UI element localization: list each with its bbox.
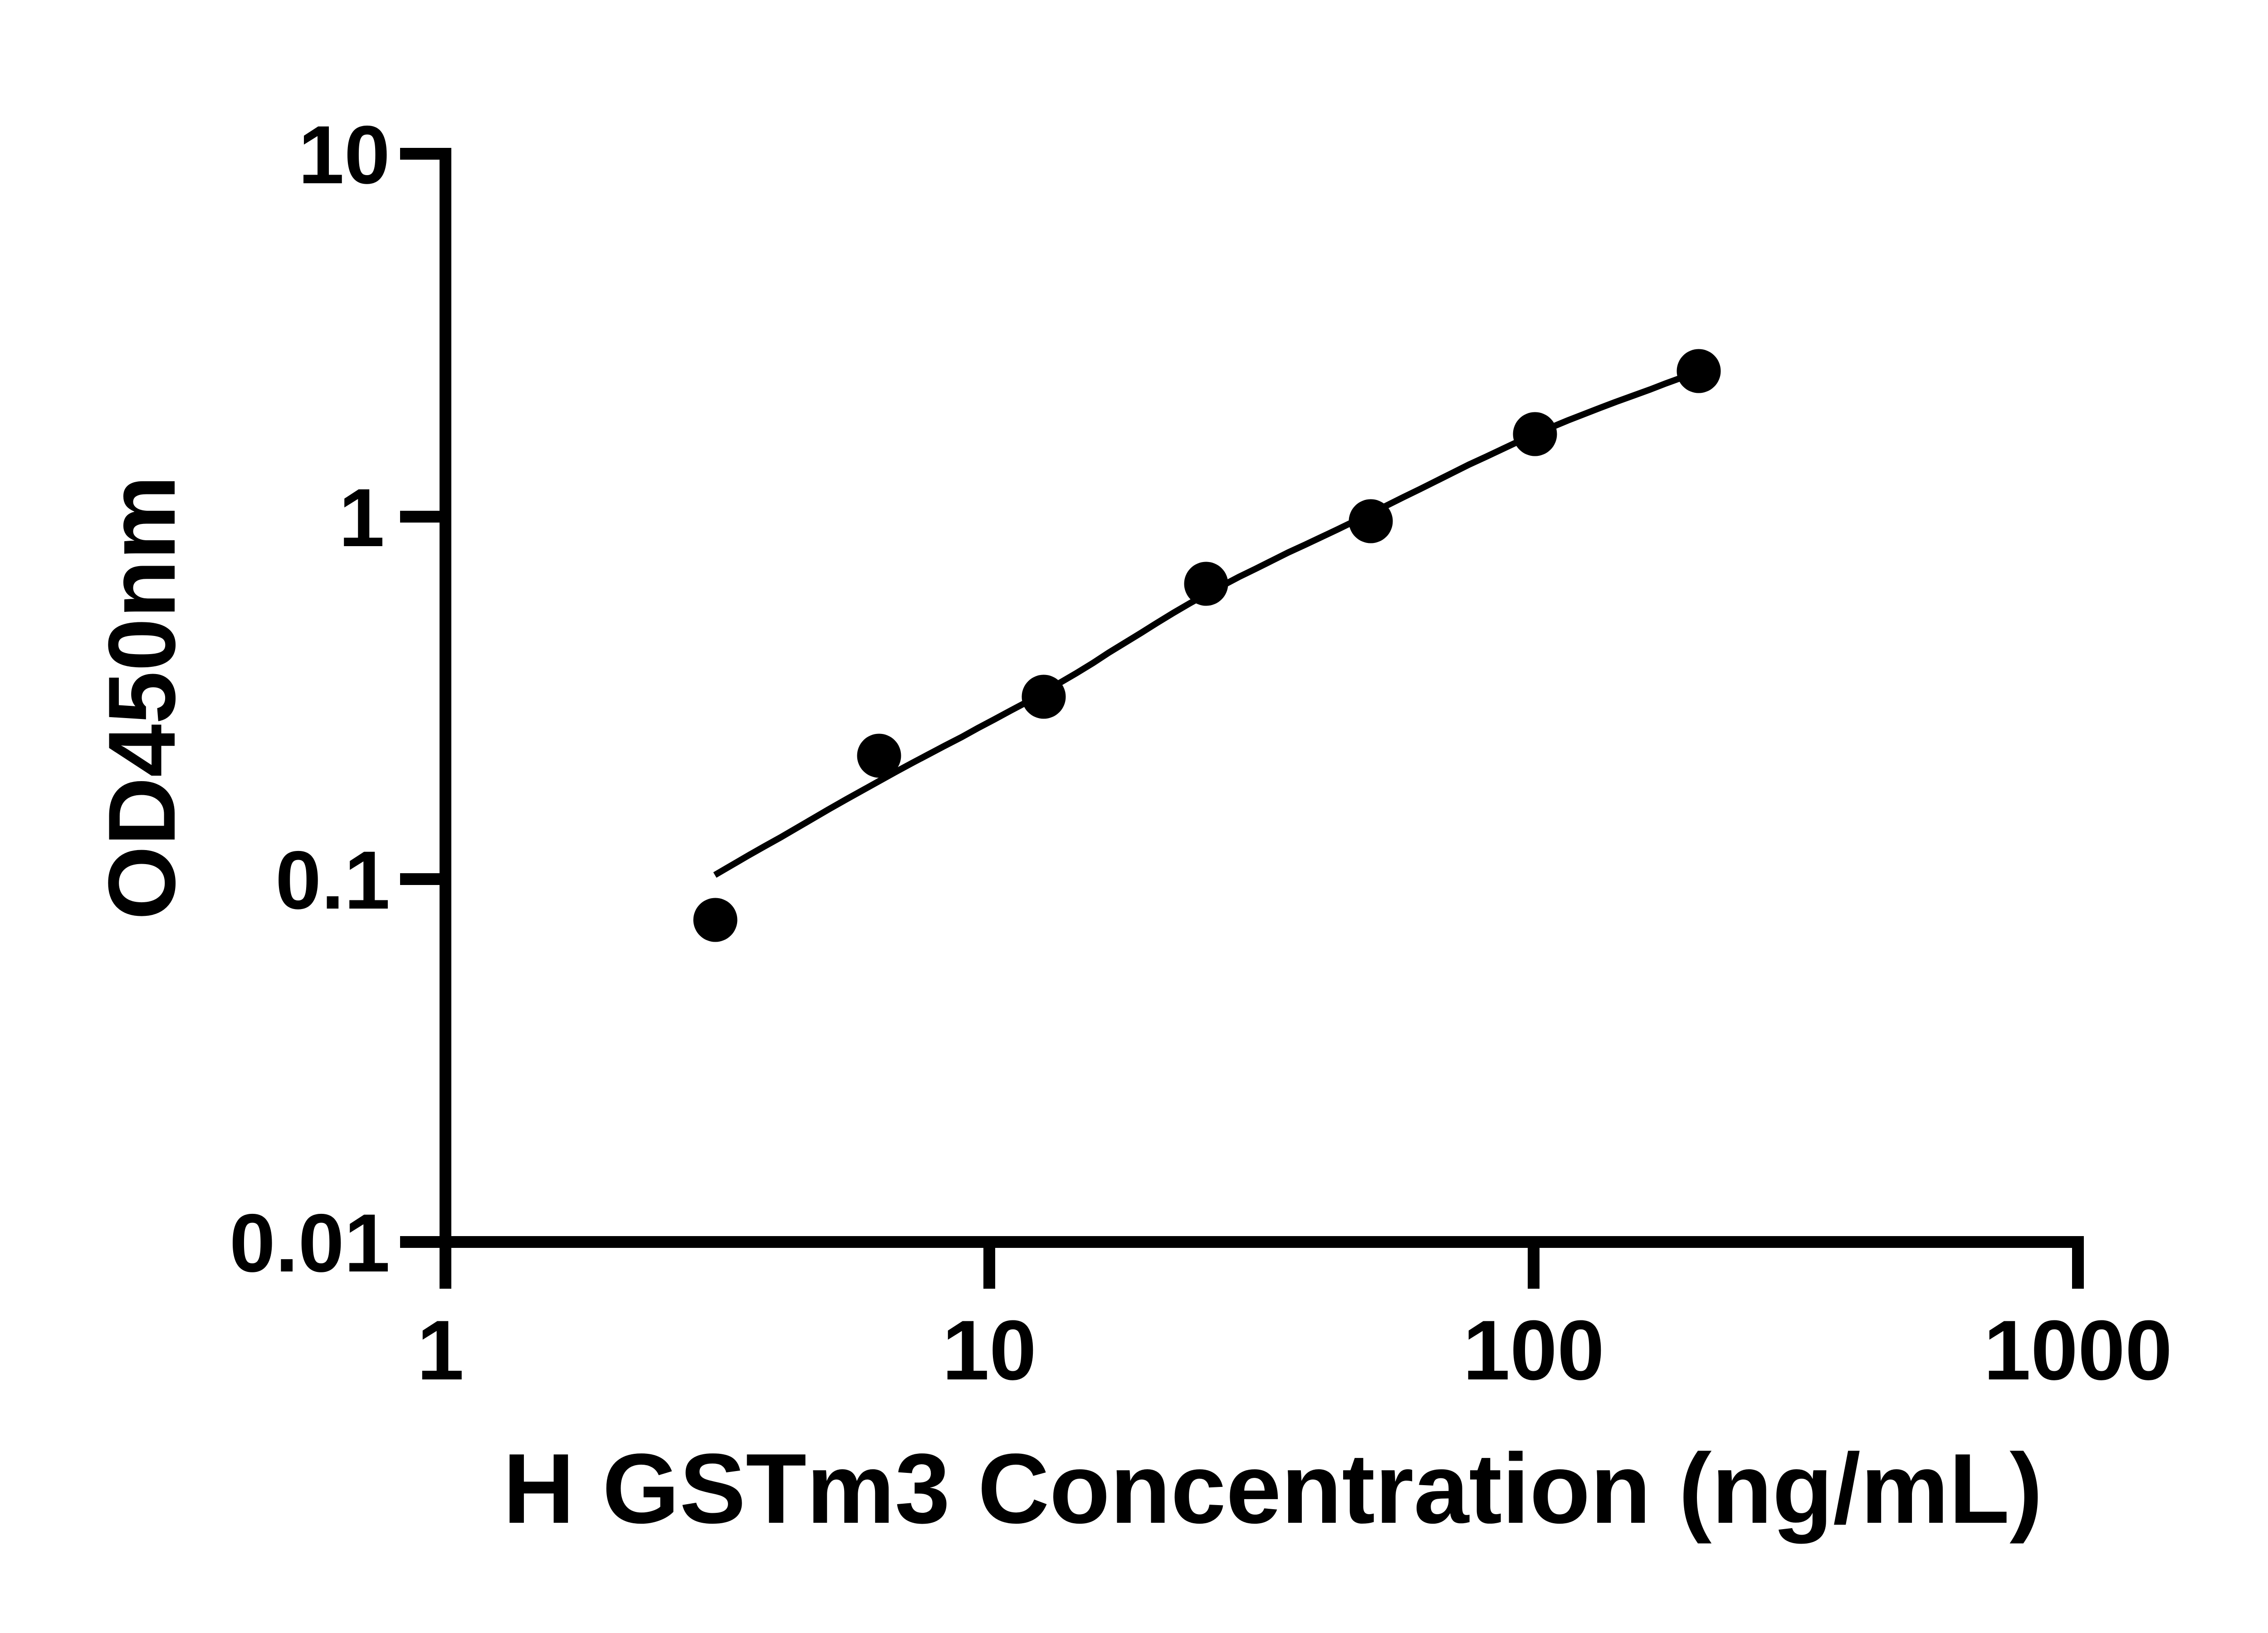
svg-text:0.01: 0.01 xyxy=(230,1197,390,1289)
svg-text:OD450nm: OD450nm xyxy=(88,475,195,920)
svg-text:100: 100 xyxy=(1463,1303,1604,1398)
svg-text:H GSTm3 Concentration (ng/mL): H GSTm3 Concentration (ng/mL) xyxy=(503,1433,2043,1544)
svg-text:1000: 1000 xyxy=(1984,1303,2172,1398)
svg-text:10: 10 xyxy=(942,1303,1036,1398)
svg-text:1: 1 xyxy=(339,471,385,564)
svg-text:10: 10 xyxy=(298,108,390,201)
svg-text:1: 1 xyxy=(417,1303,464,1398)
svg-text:0.1: 0.1 xyxy=(275,834,390,926)
